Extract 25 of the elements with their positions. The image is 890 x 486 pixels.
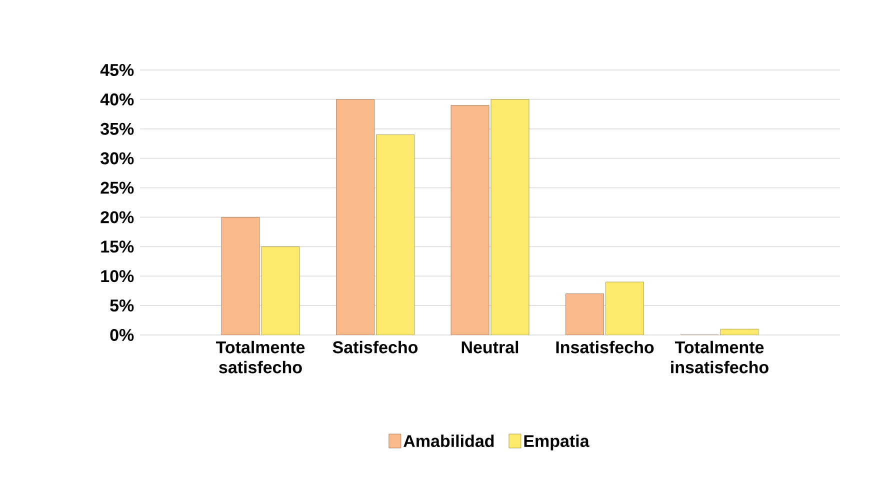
bar [221,217,260,335]
legend-label: Amabilidad [404,434,494,448]
y-tick-label: 40% [100,93,134,106]
y-tick-label: 5% [110,300,134,312]
y-tick-label: 25% [100,182,134,194]
y-tick-label: 20% [100,211,134,224]
y-tick-label: 0% [110,328,134,342]
bar [490,99,530,335]
x-tick-label: Totalmente satisfecho [216,340,305,374]
x-tick-label: Insatisfecho [556,340,654,354]
y-tick-label: 10% [101,270,134,282]
y-tick-label: 35% [100,122,134,135]
bar [450,105,490,335]
legend-label: Empatia [524,434,590,450]
x-tick-label: Totalmente insatisfecho [671,340,768,374]
bar [261,246,300,335]
y-tick-label: 15% [101,240,134,253]
bar [566,294,604,335]
x-tick-label: Neutral [462,340,518,354]
bar [376,134,414,335]
y-tick-label: 45% [100,64,134,76]
bar [606,282,644,335]
y-tick-label: 30% [100,152,134,164]
x-tick-label: Satisfecho [332,340,418,354]
bar [336,99,374,335]
